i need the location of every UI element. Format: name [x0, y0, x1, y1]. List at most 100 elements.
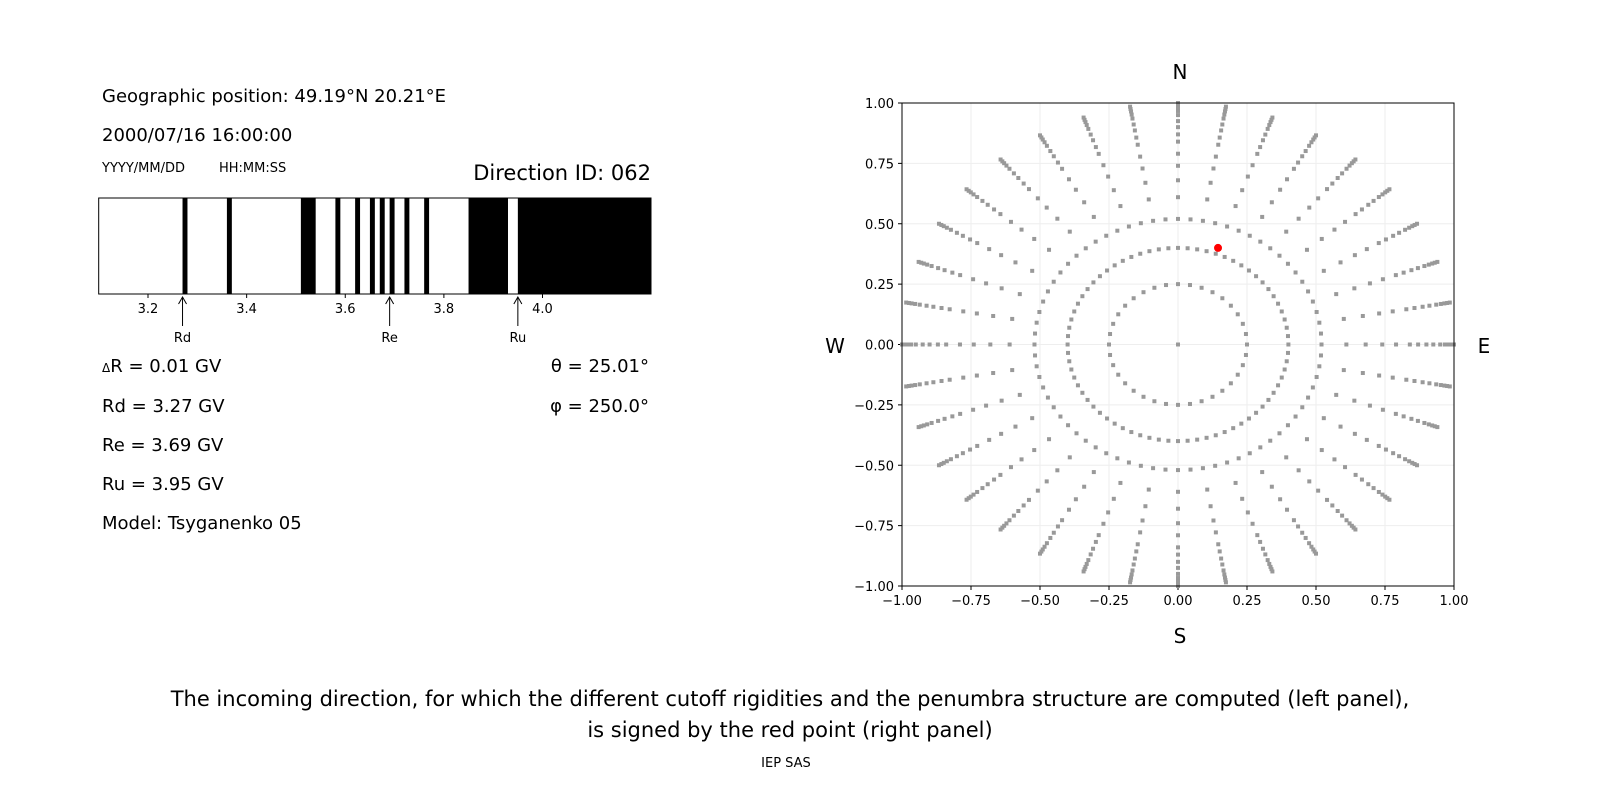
grid-point [1352, 286, 1357, 291]
grid-point [1364, 437, 1369, 442]
grid-point [1011, 171, 1016, 176]
grid-point [1066, 423, 1071, 428]
grid-point [1066, 261, 1071, 266]
grid-point [1138, 154, 1143, 159]
x-tick-label: 0.25 [1233, 594, 1262, 609]
grid-point [1286, 342, 1291, 347]
grid-point [1325, 497, 1330, 502]
grid-point [1051, 154, 1056, 159]
grid-point [1126, 460, 1131, 465]
grid-point [1393, 273, 1398, 278]
grid-point [917, 302, 922, 307]
grid-point [913, 342, 918, 347]
grid-point [950, 414, 955, 419]
grid-point [1397, 230, 1402, 235]
grid-point [1204, 435, 1209, 440]
grid-point [1213, 221, 1218, 226]
grid-point [1438, 301, 1443, 306]
grid-point [1164, 283, 1169, 288]
grid-point [1265, 126, 1270, 131]
phi: φ = 250.0° [550, 396, 649, 417]
forbidden-band [226, 198, 232, 294]
grid-point [1312, 135, 1317, 140]
grid-point [1220, 562, 1225, 567]
grid-point [1176, 103, 1180, 108]
grid-point [904, 300, 909, 305]
grid-point [1128, 577, 1133, 582]
grid-point [1033, 331, 1038, 336]
grid-point [1074, 253, 1079, 258]
grid-point [1004, 163, 1009, 168]
grid-point [1442, 342, 1447, 347]
grid-point [1360, 313, 1365, 318]
grid-point [1042, 140, 1047, 145]
grid-point [1316, 488, 1321, 493]
grid-point [1415, 418, 1420, 423]
grid-point [1067, 455, 1072, 460]
grid-point [942, 268, 947, 273]
grid-point [1236, 456, 1241, 461]
direction-id: Direction ID: 062 [473, 161, 651, 185]
grid-point [920, 342, 925, 347]
forbidden-band [335, 198, 341, 294]
grid-point [1235, 372, 1240, 377]
grid-point [1021, 181, 1026, 186]
grid-point [1176, 105, 1180, 110]
grid-point [1307, 143, 1312, 148]
grid-point [1245, 510, 1250, 515]
grid-point [1426, 262, 1431, 267]
grid-point [1317, 364, 1322, 369]
grid-point [1391, 451, 1396, 456]
grid-point [939, 378, 944, 383]
grid-point [1067, 229, 1072, 234]
grid-point [1233, 480, 1238, 485]
grid-point [1353, 527, 1358, 532]
grid-point [1231, 258, 1236, 263]
grid-point [917, 382, 922, 387]
grid-point [1296, 468, 1301, 473]
grid-point [1104, 451, 1109, 456]
grid-point [1340, 171, 1345, 176]
forbidden-band [369, 198, 375, 294]
grid-point [1041, 299, 1046, 304]
footer: IEP SAS [761, 756, 811, 771]
grid-point [1360, 371, 1365, 376]
grid-point [1085, 397, 1090, 402]
grid-point [905, 342, 910, 347]
grid-point [1066, 334, 1071, 339]
grid-point [1415, 266, 1420, 271]
grid-point [913, 383, 918, 388]
grid-point [1147, 435, 1152, 440]
grid-point [1104, 233, 1109, 238]
grid-point [1010, 368, 1015, 373]
grid-point [936, 418, 941, 423]
grid-point [1383, 447, 1388, 452]
grid-point [1111, 188, 1116, 193]
grid-point [1176, 533, 1180, 538]
grid-point [1047, 437, 1052, 442]
grid-point [960, 233, 965, 238]
grid-point [1112, 421, 1117, 426]
grid-point [1330, 181, 1335, 186]
grid-point [1011, 513, 1016, 518]
grid-point [1347, 521, 1352, 526]
y-tick-label: −0.75 [854, 520, 894, 535]
grid-point [1069, 367, 1074, 372]
forbidden-band [300, 198, 316, 294]
ru-value: Ru = 3.95 GV [102, 474, 224, 495]
grid-point [1270, 569, 1275, 574]
grid-point [921, 261, 926, 266]
grid-point [1353, 212, 1358, 217]
grid-point [931, 304, 936, 309]
grid-point [1208, 504, 1213, 509]
grid-point [999, 253, 1004, 258]
grid-point [1106, 510, 1111, 515]
grid-point [1166, 438, 1171, 443]
grid-point [1040, 137, 1045, 142]
grid-point [980, 198, 985, 203]
grid-point [1118, 480, 1123, 485]
grid-point [950, 270, 955, 275]
grid-point [1026, 497, 1031, 502]
grid-point [1007, 166, 1012, 171]
grid-point [1314, 133, 1318, 138]
